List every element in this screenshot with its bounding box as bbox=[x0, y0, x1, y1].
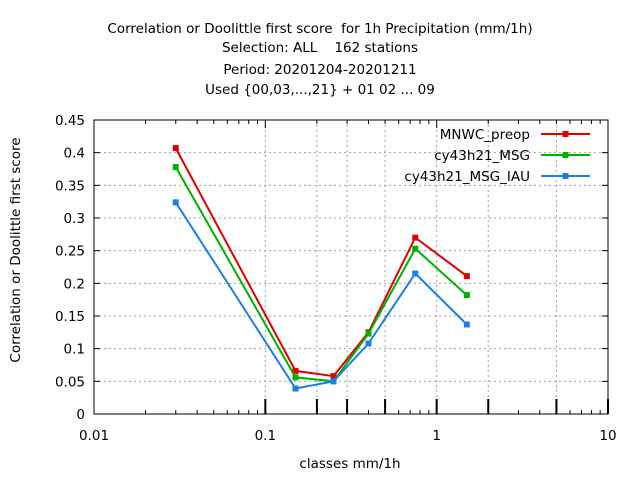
data-point-cy43h21_MSG bbox=[463, 292, 470, 299]
y-tick-label: 0 bbox=[76, 407, 85, 423]
data-point-cy43h21_MSG_IAU bbox=[330, 378, 337, 385]
data-point-cy43h21_MSG bbox=[365, 330, 372, 337]
data-point-cy43h21_MSG bbox=[292, 374, 299, 381]
data-point-MNWC_preop bbox=[292, 367, 299, 374]
data-point-cy43h21_MSG bbox=[172, 164, 179, 171]
y-tick-label: 0.4 bbox=[64, 146, 85, 162]
legend-label-cy43h21_MSG_IAU: cy43h21_MSG_IAU bbox=[404, 169, 530, 185]
legend-marker-MNWC_preop bbox=[562, 131, 569, 137]
data-point-cy43h21_MSG_IAU bbox=[365, 340, 372, 347]
x-tick-label: 1 bbox=[432, 428, 441, 444]
x-tick-label: 10 bbox=[599, 428, 616, 444]
y-tick-label: 0.05 bbox=[55, 374, 85, 390]
y-tick-label: 0.25 bbox=[55, 244, 85, 260]
chart-title-line-2: Selection: ALL 162 stations bbox=[221, 40, 419, 56]
series-line-cy43h21_MSG_IAU bbox=[174, 201, 468, 390]
legend-label-MNWC_preop: MNWC_preop bbox=[440, 127, 530, 143]
chart-title-line-3: Period: 20201204-20201211 bbox=[223, 62, 417, 78]
data-point-MNWC_preop bbox=[412, 234, 419, 241]
y-tick-label: 0.45 bbox=[55, 113, 85, 129]
data-point-cy43h21_MSG_IAU bbox=[172, 199, 179, 206]
data-point-MNWC_preop bbox=[330, 373, 337, 380]
x-tick-label: 0.01 bbox=[79, 428, 109, 444]
plot-border bbox=[93, 119, 609, 415]
data-point-MNWC_preop bbox=[463, 273, 470, 280]
y-axis-label: Correlation or Doolittle first score bbox=[8, 137, 24, 363]
x-tick-label: 0.1 bbox=[255, 428, 276, 444]
y-tick-label: 0.2 bbox=[64, 276, 85, 292]
data-point-cy43h21_MSG_IAU bbox=[463, 321, 470, 328]
chart-title-line-4: Used {00,03,...,21} + 01 02 ... 09 bbox=[205, 82, 435, 98]
data-point-cy43h21_MSG_IAU bbox=[412, 270, 419, 277]
legend-marker-cy43h21_MSG bbox=[562, 152, 569, 158]
series-line-MNWC_preop bbox=[174, 147, 468, 378]
y-tick-label: 0.3 bbox=[64, 211, 85, 227]
data-point-cy43h21_MSG bbox=[412, 245, 419, 252]
y-tick-label: 0.15 bbox=[55, 309, 85, 325]
y-tick-label: 0.35 bbox=[55, 178, 85, 194]
data-point-MNWC_preop bbox=[172, 145, 179, 152]
chart-title-line-1: Correlation or Doolittle first score for… bbox=[107, 21, 533, 37]
legend-marker-cy43h21_MSG_IAU bbox=[562, 173, 569, 179]
data-point-cy43h21_MSG_IAU bbox=[292, 385, 299, 392]
legend-label-cy43h21_MSG: cy43h21_MSG bbox=[434, 148, 530, 164]
x-axis-label: classes mm/1h bbox=[299, 456, 401, 472]
series-line-cy43h21_MSG bbox=[174, 166, 468, 383]
y-tick-label: 0.1 bbox=[64, 342, 85, 358]
